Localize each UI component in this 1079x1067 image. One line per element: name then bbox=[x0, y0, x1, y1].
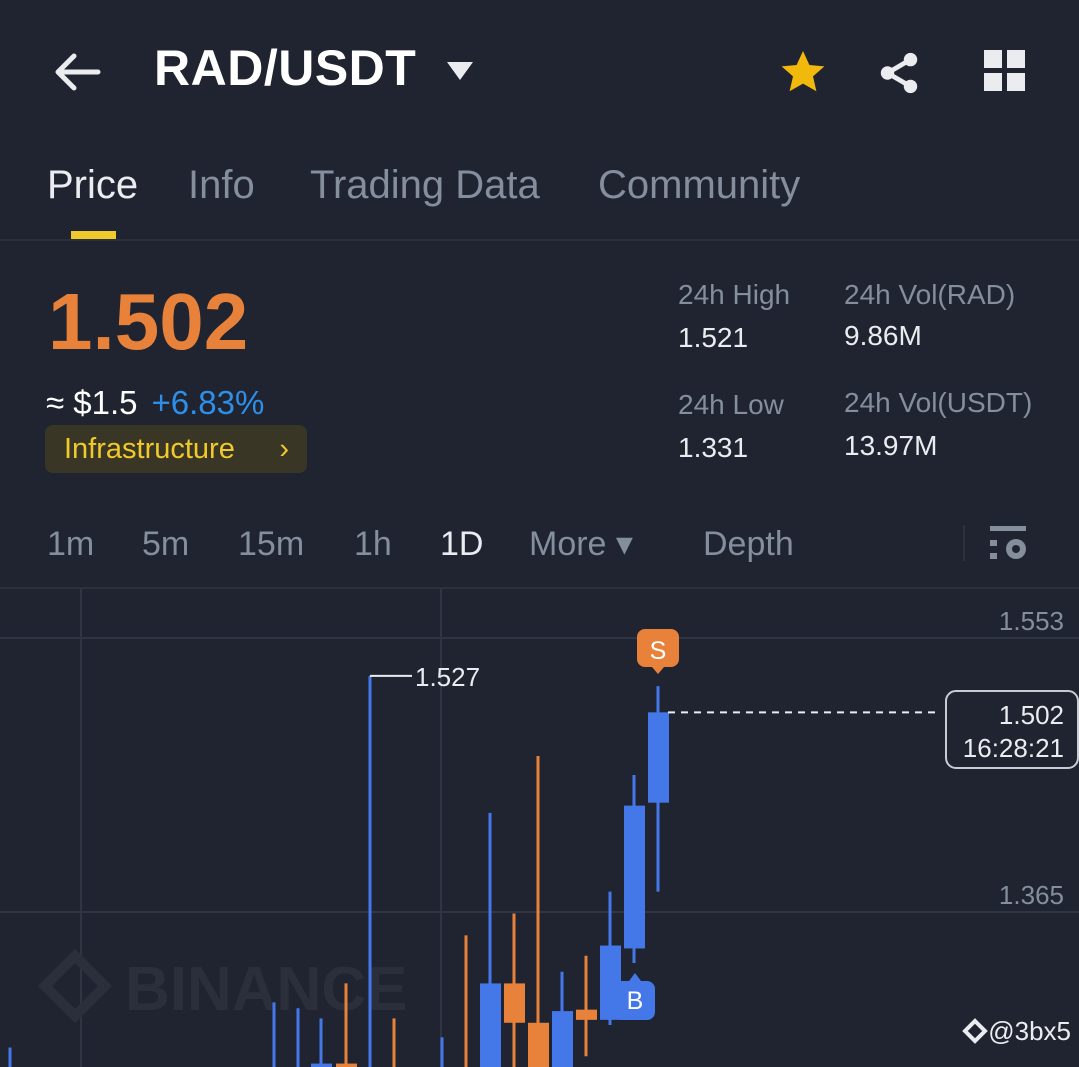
category-label: Infrastructure bbox=[64, 433, 235, 465]
candle-body bbox=[528, 1022, 549, 1067]
divider bbox=[0, 239, 1079, 241]
y-tick-label: 1.365 bbox=[999, 880, 1064, 910]
candle-body bbox=[648, 712, 669, 803]
binance-logo-icon bbox=[962, 1018, 988, 1044]
divider bbox=[963, 525, 965, 561]
interval-1m[interactable]: 1m bbox=[47, 525, 95, 563]
interval-15m[interactable]: 15m bbox=[238, 525, 305, 563]
candle-body bbox=[552, 1011, 573, 1067]
vol-base-label: 24h Vol(RAD) bbox=[844, 279, 1016, 310]
candle-body bbox=[504, 983, 525, 1023]
last-price-value: 1.502 bbox=[999, 700, 1064, 730]
candle-body bbox=[576, 1009, 597, 1020]
max-price-label: 1.527 bbox=[415, 662, 480, 692]
divider bbox=[0, 587, 1079, 589]
share-icon[interactable] bbox=[876, 50, 922, 96]
pair-title[interactable]: RAD/USDT bbox=[154, 40, 417, 96]
y-tick-label: 1.553 bbox=[999, 606, 1064, 636]
grid-icon[interactable] bbox=[984, 50, 1026, 92]
interval-1h[interactable]: 1h bbox=[354, 525, 392, 563]
credit-label: @3bx5 bbox=[988, 1016, 1071, 1046]
buy-marker bbox=[614, 973, 655, 1020]
sell-marker-label: S bbox=[650, 637, 667, 665]
vol-base-value: 9.86M bbox=[844, 320, 922, 351]
chevron-right-icon: › bbox=[279, 433, 289, 465]
candle-body bbox=[480, 983, 501, 1067]
candle-countdown: 16:28:21 bbox=[963, 733, 1064, 763]
price-change: +6.83% bbox=[151, 384, 265, 421]
candle-body bbox=[311, 1063, 332, 1067]
tab-price[interactable]: Price bbox=[47, 163, 139, 207]
interval-5m[interactable]: 5m bbox=[142, 525, 190, 563]
watermark-text: BINANCE bbox=[125, 955, 407, 1024]
low-label: 24h Low bbox=[678, 389, 784, 420]
chart-settings-icon[interactable] bbox=[990, 526, 1028, 562]
interval-1d[interactable]: 1D bbox=[440, 525, 484, 563]
binance-logo-icon bbox=[37, 948, 113, 1024]
arrow-left-icon[interactable] bbox=[52, 52, 102, 92]
tab-community[interactable]: Community bbox=[598, 163, 801, 207]
star-icon[interactable] bbox=[779, 49, 827, 97]
last-price-box bbox=[945, 690, 1079, 769]
candle-body bbox=[624, 805, 645, 949]
vol-quote-label: 24h Vol(USDT) bbox=[844, 387, 1033, 418]
caret-down-icon[interactable] bbox=[446, 60, 474, 82]
high-value: 1.521 bbox=[678, 322, 749, 353]
vol-quote-value: 13.97M bbox=[844, 430, 938, 461]
high-label: 24h High bbox=[678, 279, 791, 310]
category-tag[interactable]: Infrastructure › bbox=[45, 425, 307, 473]
buy-marker-label: B bbox=[627, 987, 644, 1015]
tab-info[interactable]: Info bbox=[188, 163, 255, 207]
low-value: 1.331 bbox=[678, 432, 749, 463]
fiat-price: ≈ $1.5 bbox=[46, 384, 138, 421]
depth-tab[interactable]: Depth bbox=[703, 525, 794, 563]
fiat-row: ≈ $1.5 +6.83% bbox=[46, 384, 264, 422]
sell-marker bbox=[637, 629, 679, 674]
interval-more[interactable]: More ▾ bbox=[529, 525, 633, 563]
tab-trading-data[interactable]: Trading Data bbox=[310, 163, 540, 207]
active-tab-indicator bbox=[71, 231, 116, 239]
last-price: 1.502 bbox=[48, 277, 249, 366]
candle-body bbox=[336, 1063, 357, 1067]
